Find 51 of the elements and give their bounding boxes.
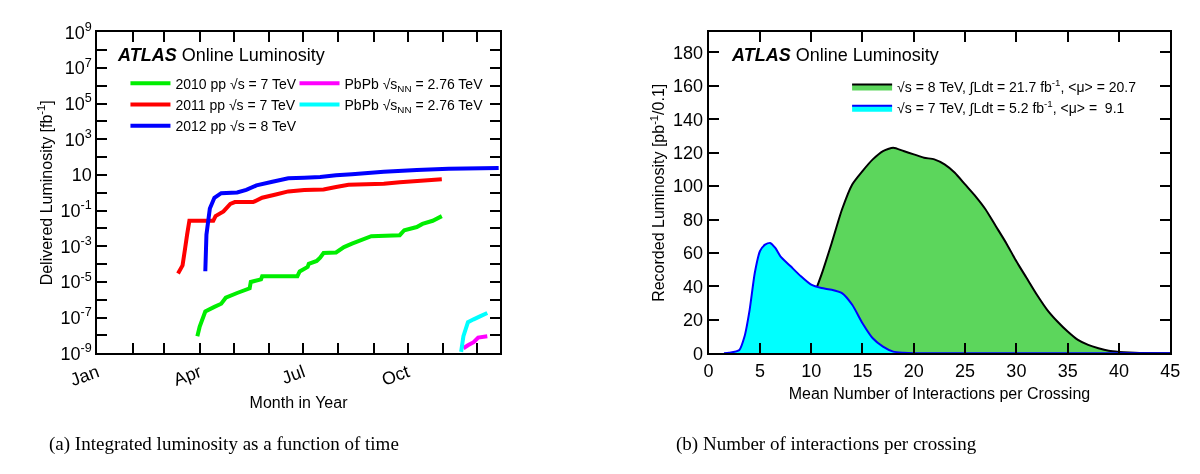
annotation: ATLAS Online Luminosity (731, 45, 939, 65)
x-tick-label: 15 (852, 360, 873, 381)
x-tick-label: Jan (67, 361, 102, 391)
y-tick-label: 10 (71, 165, 92, 186)
line-series (461, 334, 490, 351)
y-tick-label: 180 (672, 42, 703, 63)
y-tick-label: 10$^{7}$ (64, 55, 92, 79)
x-tick-label: Jul (279, 361, 308, 388)
y-tick-label: 10$^{-7}$ (60, 305, 92, 328)
y-tick-label: 80 (682, 209, 703, 230)
y-tick-label: 10$^{-9}$ (60, 341, 92, 364)
x-tick-label: 5 (754, 360, 765, 381)
legend-label: 2010 pp √s = 7 TeV (175, 75, 297, 92)
y-tick-label: 10$^{-5}$ (60, 269, 92, 293)
y-tick-label: 10$^{9}$ (64, 20, 92, 43)
y-tick-label: 10$^{-3}$ (60, 234, 92, 257)
y-tick-label: 120 (672, 142, 703, 163)
y-tick-label: 60 (682, 243, 703, 264)
annotation: ATLAS Online Luminosity (117, 45, 325, 65)
x-axis-title: Month in Year (249, 394, 349, 412)
legend-label: PbPb √s$_{NN}$ = 2.76 TeV (344, 75, 484, 94)
line-series (203, 165, 500, 274)
y-tick-label: 40 (682, 276, 703, 297)
x-tick-label: Oct (378, 361, 413, 390)
x-tick-label: 30 (1006, 360, 1027, 381)
y-tick-label: 0 (692, 343, 703, 364)
legend-label: PbPb √s$_{NN}$ = 2.76 TeV (344, 96, 484, 115)
y-tick-label: 10$^{-1}$ (60, 198, 92, 221)
legend-label: √s = 7 TeV, ∫Ldt = 5.2 fb$^{-1}$, <μ> = 9.1 (897, 98, 1125, 117)
y-tick-label: 100 (672, 176, 703, 197)
x-tick-label: Apr (170, 361, 205, 390)
x-tick-label: 20 (903, 360, 924, 381)
x-tick-label: 35 (1057, 360, 1078, 381)
legend-label: 2011 pp √s = 7 TeV (175, 96, 296, 113)
y-tick-label: 140 (672, 109, 703, 130)
x-tick-label: 25 (955, 360, 976, 381)
y-tick-label: 10$^{3}$ (64, 127, 92, 150)
text: (b) Number of interactions per crossing (676, 433, 977, 455)
y-tick-label: 160 (672, 76, 703, 97)
line-series (176, 177, 444, 276)
x-axis-title: Mean Number of Interactions per Crossing (788, 385, 1091, 403)
y-tick-label: 10$^{5}$ (64, 91, 92, 114)
x-tick-label: 40 (1108, 360, 1129, 381)
text: (a) Integrated luminosity as a function of time (49, 433, 399, 455)
x-tick-label: 10 (801, 360, 822, 381)
legend-label: √s = 8 TeV, ∫Ldt = 21.7 fb$^{-1}$, <μ> = 20.7 (897, 77, 1137, 95)
y-tick-label: 20 (682, 310, 703, 331)
x-tick-label: 45 (1160, 360, 1181, 381)
line-series (195, 214, 444, 339)
line-series (459, 311, 490, 354)
legend-label: 2012 pp √s = 8 TeV (175, 118, 297, 135)
